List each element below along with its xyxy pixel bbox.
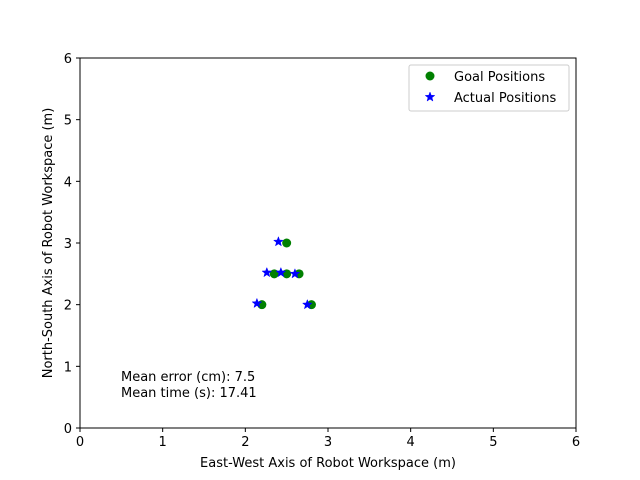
y-tick-label-6: 6 — [64, 52, 72, 67]
legend-label-goal: Goal Positions — [454, 70, 545, 85]
data-marks — [251, 236, 316, 310]
legend-frame — [408, 64, 570, 112]
x-axis-label: East-West Axis of Robot Workspace (m) — [200, 456, 456, 471]
x-tick-label-4: 4 — [407, 435, 415, 450]
legend-glyph-actual — [424, 91, 436, 102]
point-goal-1 — [269, 269, 279, 279]
x-tick-label-1: 1 — [159, 435, 167, 450]
y-axis-label: North-South Axis of Robot Workspace (m) — [41, 108, 56, 379]
point-actual-2 — [275, 266, 287, 278]
legend-label-actual: Actual Positions — [454, 91, 556, 106]
legend-glyph-goal — [425, 71, 435, 81]
legend-marker-goal — [425, 71, 435, 81]
legend: Goal Positions Actual Positions — [408, 64, 570, 112]
x-tick-label-5: 5 — [489, 435, 497, 450]
annotation-mean-error: Mean error (cm): 7.5 — [121, 370, 255, 385]
y-tick-label-2: 2 — [64, 299, 72, 314]
x-tick-label-2: 2 — [241, 435, 249, 450]
y-tick-label-1: 1 — [64, 360, 72, 375]
point-goal-5 — [282, 238, 292, 248]
point-actual-5 — [272, 236, 284, 247]
ticks: 0 1 2 3 4 5 6 0 1 2 3 4 5 6 — [64, 52, 580, 450]
legend-marker-actual — [424, 91, 436, 102]
point-actual-0 — [251, 297, 263, 309]
x-tick-label-6: 6 — [572, 435, 580, 450]
point-goal-2 — [282, 269, 292, 279]
y-tick-label-4: 4 — [64, 175, 72, 190]
plot-frame — [79, 57, 577, 429]
x-tick-label-3: 3 — [324, 435, 332, 450]
point-actual-1 — [261, 266, 273, 278]
x-tick-label-0: 0 — [76, 435, 84, 450]
annotation-mean-time: Mean time (s): 17.41 — [121, 386, 257, 401]
point-actual-4 — [301, 298, 313, 310]
y-tick-label-0: 0 — [64, 422, 72, 437]
plot-area — [80, 58, 576, 428]
y-tick-label-3: 3 — [64, 237, 72, 252]
y-tick-label-5: 5 — [64, 114, 72, 129]
point-actual-3 — [289, 268, 301, 279]
